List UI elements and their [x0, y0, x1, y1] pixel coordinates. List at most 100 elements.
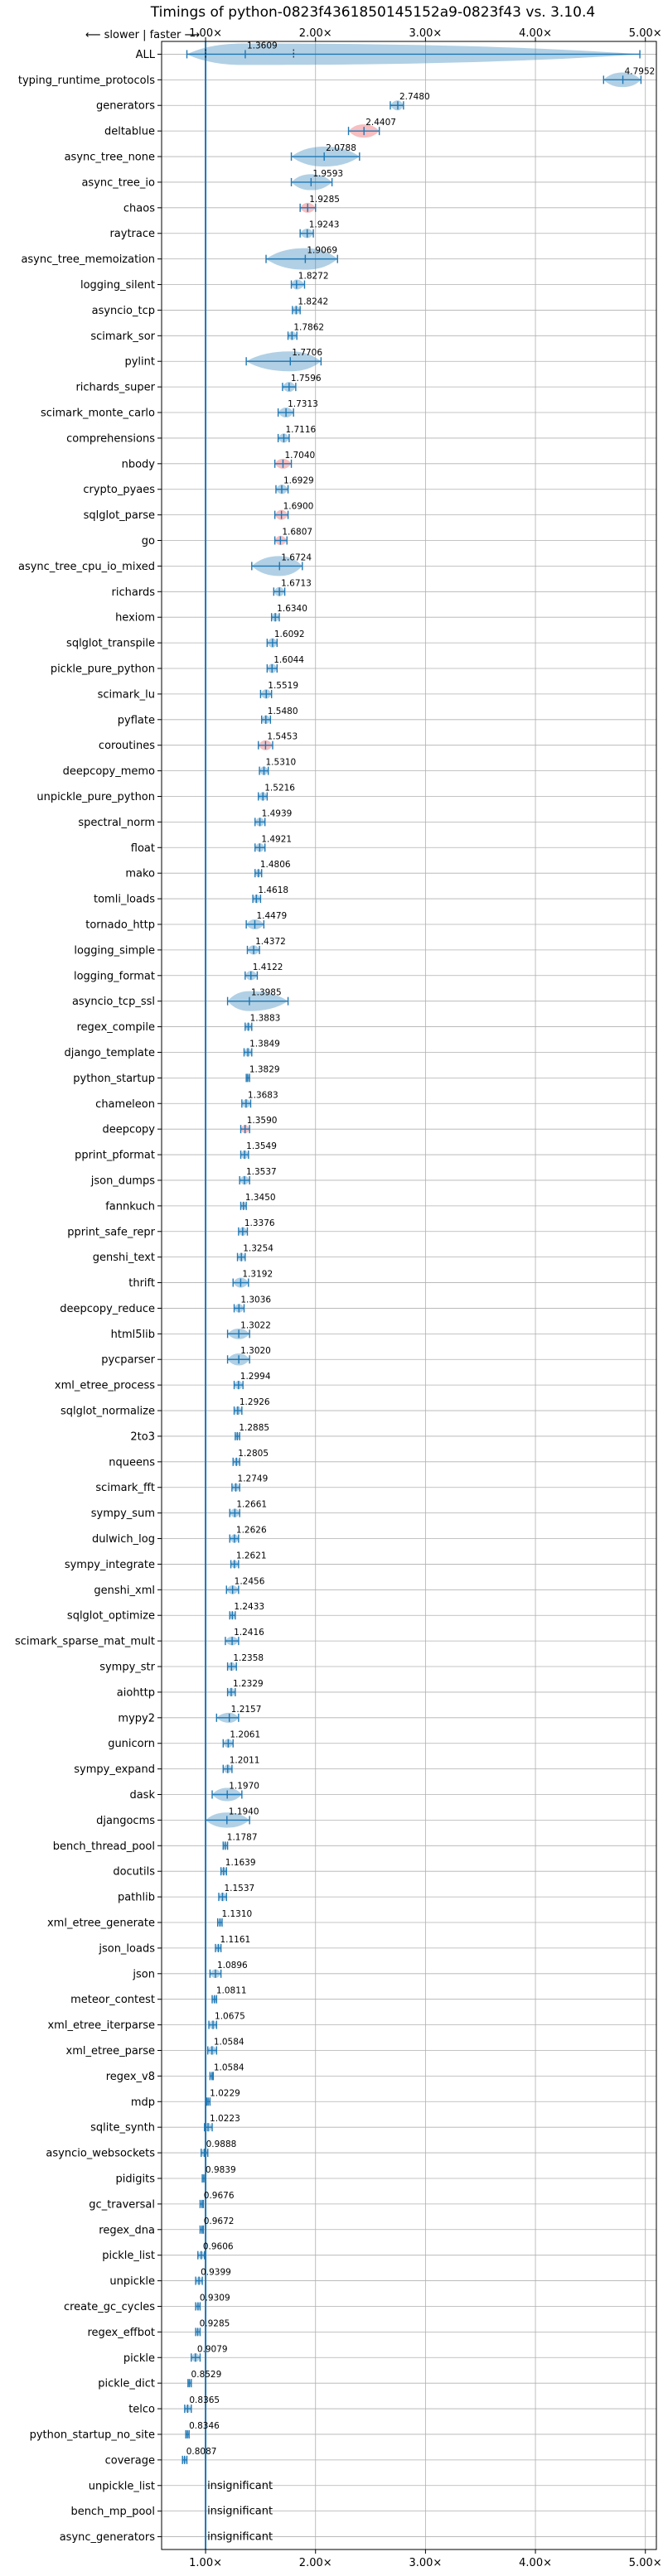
category-label: chameleon: [95, 1098, 155, 1111]
x-tick-label-bottom: 1.00×: [189, 2557, 222, 2569]
x-tick-label-top: 2.00×: [299, 27, 332, 40]
category-label: telco: [128, 2404, 155, 2416]
category-label: python_startup_no_site: [30, 2429, 155, 2441]
category-label: sympy_expand: [74, 1763, 155, 1776]
value-label: 0.9672: [204, 2217, 235, 2226]
value-label: 1.4479: [256, 911, 287, 921]
category-label: asyncio_tcp: [92, 305, 155, 317]
category-label: thrift: [128, 1277, 155, 1290]
category-label: deltablue: [104, 126, 155, 138]
value-label: 0.9839: [206, 2165, 236, 2175]
category-label: hexiom: [115, 612, 155, 625]
category-label: xml_etree_parse: [66, 2045, 155, 2057]
category-label: comprehensions: [66, 432, 155, 445]
category-label: json_loads: [98, 1942, 155, 1955]
category-label: pylint: [124, 356, 155, 369]
category-label: pickle_pure_python: [51, 663, 155, 676]
category-label: nbody: [122, 458, 156, 470]
category-label: scimark_monte_carlo: [41, 408, 155, 420]
value-label: 1.0675: [215, 2012, 245, 2022]
value-label: 0.9285: [200, 2318, 230, 2328]
value-label: 0.9888: [206, 2139, 237, 2149]
value-label: 0.8365: [189, 2395, 220, 2405]
category-label: richards: [112, 586, 156, 599]
category-label: mypy2: [118, 1712, 155, 1725]
value-label: 1.4939: [262, 808, 293, 818]
value-label: 1.2358: [233, 1653, 264, 1663]
value-label: 1.6713: [281, 578, 312, 588]
insignificant-label: insignificant: [207, 2480, 273, 2492]
value-label: 1.3883: [250, 1014, 281, 1024]
category-label: float: [131, 842, 155, 855]
category-label: pickle_list: [102, 2250, 155, 2262]
value-label: 1.5453: [267, 732, 298, 742]
category-label: async_tree_none: [65, 152, 155, 164]
category-label: sqlite_synth: [90, 2122, 155, 2135]
category-label: async_tree_cpu_io_mixed: [18, 561, 155, 573]
category-label: logging_simple: [74, 944, 155, 957]
value-label: 1.9285: [309, 195, 340, 205]
value-label: 1.8272: [298, 272, 329, 282]
value-label: 1.0229: [210, 2088, 240, 2098]
category-label: nqueens: [109, 1456, 155, 1469]
value-label: 1.7862: [293, 322, 324, 332]
category-label: gunicorn: [108, 1738, 155, 1750]
value-label: 1.1970: [229, 1782, 259, 1792]
category-label: deepcopy_memo: [63, 765, 155, 778]
category-label: chaos: [123, 202, 155, 215]
value-label: 1.3985: [251, 988, 282, 998]
category-label: ALL: [136, 49, 156, 61]
value-label: 1.5519: [268, 681, 298, 691]
value-label: 4.7952: [625, 66, 656, 76]
value-label: 0.8087: [186, 2447, 217, 2457]
category-label: djangocms: [96, 1815, 155, 1827]
category-label: bench_thread_pool: [53, 1840, 155, 1853]
x-tick-label-bottom: 4.00×: [519, 2557, 552, 2569]
category-label: logging_silent: [80, 279, 155, 292]
category-label: dask: [129, 1789, 155, 1802]
category-label: mako: [125, 868, 155, 880]
value-label: 1.2885: [239, 1423, 269, 1433]
category-label: tomli_loads: [94, 894, 155, 906]
category-label: create_gc_cycles: [64, 2301, 155, 2313]
value-label: 1.3020: [240, 1346, 271, 1356]
value-label: 1.2011: [230, 1756, 260, 1766]
category-label: logging_format: [74, 970, 155, 982]
value-label: 1.5216: [264, 783, 295, 793]
value-label: 1.2626: [236, 1526, 267, 1536]
x-tick-label-top: 5.00×: [629, 27, 662, 40]
x-tick-label-bottom: 2.00×: [299, 2557, 332, 2569]
value-label: 1.2621: [236, 1551, 267, 1561]
value-label: 1.3022: [240, 1320, 271, 1330]
value-label: 1.0223: [210, 2114, 240, 2124]
value-label: 1.2433: [234, 1602, 264, 1612]
x-tick-label-bottom: 5.00×: [629, 2557, 662, 2569]
category-label: pickle_dict: [98, 2378, 155, 2390]
category-label: pathlib: [118, 1892, 155, 1904]
category-label: pycparser: [101, 1354, 155, 1367]
value-label: 0.9676: [204, 2191, 235, 2201]
category-label: generators: [96, 100, 155, 113]
value-label: 1.6900: [283, 502, 314, 512]
category-label: asyncio_websockets: [46, 2148, 155, 2160]
x-tick-label-top: 4.00×: [519, 27, 552, 40]
value-label: 1.6929: [283, 476, 314, 486]
value-label: 0.9399: [201, 2268, 231, 2278]
value-label: 1.2061: [230, 1730, 260, 1740]
value-label: 1.7596: [291, 374, 322, 384]
category-label: scimark_sor: [90, 330, 155, 343]
category-label: scimark_lu: [98, 688, 155, 701]
value-label: 1.3683: [248, 1090, 278, 1100]
value-label: 1.1537: [224, 1884, 254, 1893]
category-label: go: [142, 535, 155, 548]
value-label: 1.4372: [255, 937, 286, 947]
category-label: xml_etree_process: [55, 1380, 155, 1392]
value-label: 0.8529: [191, 2370, 222, 2380]
value-label: 1.3590: [247, 1116, 278, 1126]
value-label: 1.1639: [225, 1858, 256, 1868]
value-label: 1.7313: [288, 399, 318, 409]
category-label: raytrace: [109, 228, 155, 240]
category-label: fannkuch: [105, 1200, 155, 1213]
category-label: typing_runtime_protocols: [18, 75, 155, 87]
value-label: 1.8242: [298, 297, 328, 306]
